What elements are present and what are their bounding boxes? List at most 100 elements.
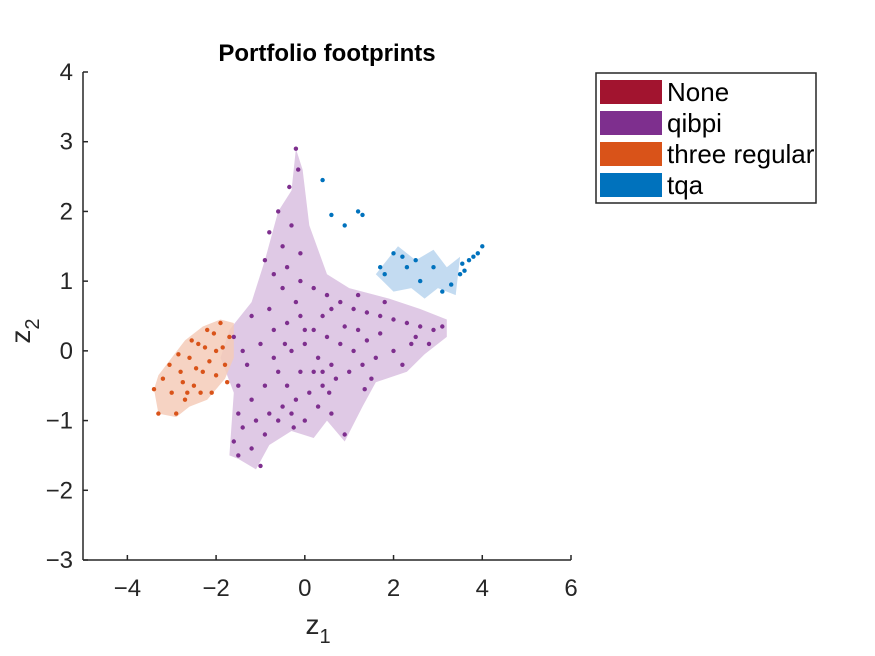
point-qibpi (342, 324, 347, 329)
x-tick-label: 4 (476, 575, 489, 602)
point-qibpi (287, 184, 292, 190)
point-qibpi (282, 341, 288, 347)
point-three-regular (198, 390, 203, 395)
point-three-regular (209, 390, 214, 395)
point-qibpi (298, 278, 303, 284)
point-qibpi (298, 369, 303, 374)
point-qibpi (360, 362, 365, 367)
point-tqa (475, 251, 480, 256)
legend-label: qibpi (667, 108, 722, 138)
point-tqa (378, 265, 383, 270)
point-qibpi (298, 313, 303, 319)
point-qibpi (258, 341, 263, 347)
point-qibpi (391, 348, 396, 354)
point-three-regular (180, 380, 185, 385)
point-tqa (462, 268, 467, 273)
point-qibpi (426, 341, 432, 347)
y-tick-label: −1 (46, 408, 73, 435)
point-qibpi (276, 369, 281, 374)
point-qibpi (307, 390, 312, 395)
point-tqa (355, 209, 361, 214)
point-qibpi (311, 327, 316, 333)
point-three-regular (222, 362, 228, 367)
point-tqa (320, 177, 325, 183)
point-tqa (342, 223, 347, 228)
point-qibpi (329, 411, 334, 416)
point-qibpi (240, 425, 245, 430)
point-qibpi (271, 355, 276, 360)
point-qibpi (236, 383, 241, 388)
point-three-regular (191, 383, 197, 388)
point-three-regular (225, 380, 230, 385)
point-three-regular (167, 362, 172, 367)
point-qibpi (284, 320, 290, 326)
y-axis-label-subscript: 2 (22, 318, 44, 329)
legend-swatch (600, 142, 662, 166)
point-qibpi (296, 167, 301, 172)
point-three-regular (169, 390, 174, 395)
point-tqa (400, 254, 405, 259)
x-tick-label: 6 (564, 575, 577, 602)
point-qibpi (253, 418, 259, 423)
point-qibpi (338, 299, 343, 305)
x-axis-label: z1 (305, 609, 330, 648)
legend-label: tqa (667, 170, 704, 200)
point-three-regular (182, 397, 188, 402)
point-qibpi (320, 369, 325, 374)
point-qibpi (302, 327, 307, 333)
point-qibpi (364, 310, 370, 315)
point-tqa (404, 265, 410, 270)
legend-swatch (600, 80, 662, 104)
point-qibpi (311, 369, 316, 374)
point-qibpi (244, 362, 250, 367)
point-qibpi (267, 306, 272, 312)
point-qibpi (249, 446, 254, 451)
point-qibpi (315, 355, 321, 360)
y-tick-label: 3 (60, 129, 73, 156)
point-three-regular (227, 334, 232, 340)
point-qibpi (400, 362, 405, 367)
point-tqa (480, 244, 485, 249)
point-qibpi (347, 369, 352, 374)
point-qibpi (293, 397, 299, 402)
point-qibpi (280, 244, 285, 249)
point-qibpi (267, 230, 272, 235)
point-qibpi (351, 348, 356, 354)
y-tick-label: 2 (60, 198, 73, 225)
point-qibpi (329, 306, 334, 312)
point-three-regular (174, 411, 179, 416)
point-qibpi (315, 404, 321, 409)
point-tqa (460, 261, 465, 266)
point-qibpi (431, 327, 436, 333)
point-qibpi (284, 383, 290, 388)
y-ticks: −3 −2 −1 0 1 2 3 4 (46, 59, 88, 574)
axes: −4 −2 0 2 4 6 −3 −2 −1 0 1 2 3 4 (46, 59, 578, 602)
legend-label: None (667, 77, 729, 107)
point-qibpi (409, 341, 414, 347)
point-qibpi (289, 348, 294, 354)
point-qibpi (324, 334, 330, 340)
point-qibpi (284, 265, 290, 270)
point-three-regular (220, 345, 225, 350)
point-qibpi (280, 285, 285, 291)
point-qibpi (298, 251, 303, 256)
legend-label: three regular (667, 139, 815, 169)
point-qibpi (236, 453, 241, 458)
point-three-regular (213, 348, 219, 354)
point-qibpi (262, 383, 268, 388)
point-tqa (413, 258, 418, 263)
point-tqa (329, 212, 334, 218)
point-qibpi (249, 313, 254, 319)
point-qibpi (302, 418, 307, 423)
point-qibpi (418, 324, 423, 329)
point-qibpi (355, 292, 361, 298)
y-tick-label: 0 (60, 338, 73, 365)
point-qibpi (404, 320, 410, 326)
point-qibpi (302, 341, 307, 347)
point-qibpi (311, 285, 316, 291)
point-qibpi (342, 432, 347, 437)
point-three-regular (185, 390, 190, 395)
point-qibpi (324, 292, 330, 298)
point-qibpi (231, 439, 236, 444)
